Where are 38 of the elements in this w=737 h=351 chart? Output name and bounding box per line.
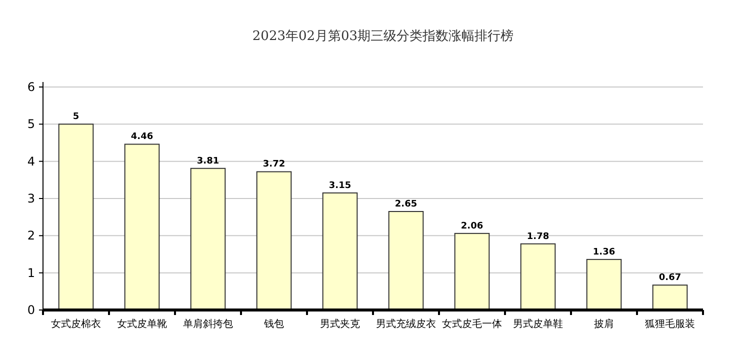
data-label: 1.78	[526, 232, 550, 242]
bar	[124, 144, 160, 310]
y-tick-label: 1	[27, 266, 35, 280]
data-label: 2.65	[394, 200, 418, 210]
bar	[58, 124, 94, 310]
y-tick-label: 4	[27, 154, 35, 168]
y-tick-label: 5	[27, 117, 35, 132]
bar	[586, 258, 622, 310]
bar	[520, 243, 556, 310]
x-tick-label: 男式充绒皮衣	[376, 318, 436, 330]
x-tick-label: 男式皮单鞋	[513, 318, 563, 330]
data-label: 0.67	[658, 273, 682, 284]
x-tick-label: 单肩斜挎包	[183, 318, 233, 330]
bar	[322, 192, 358, 310]
bar	[454, 232, 490, 310]
bar	[256, 171, 292, 310]
data-label: 4.46	[130, 132, 154, 142]
y-tick-label: 6	[27, 80, 35, 94]
x-tick-label: 女式皮单靴	[117, 318, 167, 330]
data-label: 5	[72, 112, 80, 122]
bar	[652, 284, 688, 310]
data-label: 3.81	[196, 156, 220, 166]
data-label: 1.36	[592, 247, 616, 258]
x-tick-label: 钱包	[263, 318, 284, 330]
x-tick-label: 披肩	[594, 318, 614, 330]
x-tick-label: 女式皮毛一体	[442, 318, 502, 330]
x-tick-label: 女式皮棉衣	[51, 318, 101, 330]
bar	[388, 211, 424, 310]
x-tick-label: 狐狸毛服装	[645, 318, 695, 330]
data-label: 3.15	[328, 180, 352, 191]
y-tick-label: 3	[27, 192, 35, 206]
data-label: 2.06	[460, 221, 484, 232]
y-tick-label: 0	[27, 303, 35, 317]
bar	[190, 168, 226, 310]
y-tick-label: 2	[27, 228, 35, 243]
data-label: 3.72	[262, 160, 286, 170]
chart-title: 2023年02月第03期三级分类指数涨幅排行榜	[252, 29, 514, 44]
x-tick-label: 男式夹克	[320, 318, 360, 330]
